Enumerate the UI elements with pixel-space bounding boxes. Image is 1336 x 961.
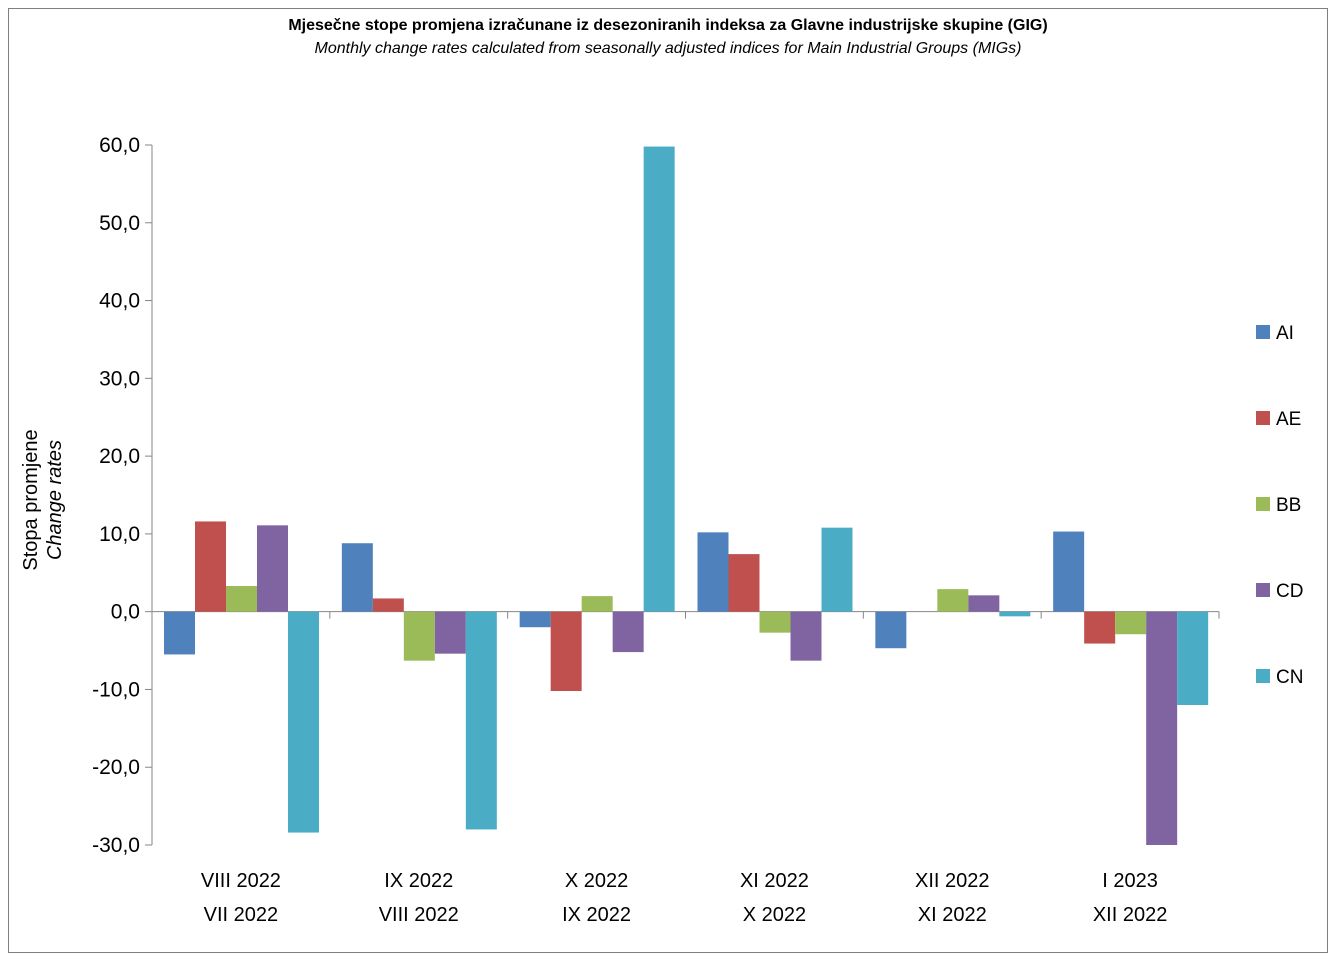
x-category-label: X 2022 xyxy=(565,870,628,892)
bar-ai xyxy=(697,532,729,612)
legend-label-bb: BB xyxy=(1276,495,1301,516)
bar-cn xyxy=(643,146,675,612)
bar-cd xyxy=(790,611,822,661)
y-tick-label: 0,0 xyxy=(111,601,140,624)
x-category-label: I 2023 xyxy=(1102,870,1158,892)
bar-ai xyxy=(875,611,907,649)
x-category-label: VIII 2022 xyxy=(201,870,281,892)
bar-cd xyxy=(1146,611,1178,845)
legend-label-cn: CN xyxy=(1276,667,1303,688)
bar-bb xyxy=(759,611,791,633)
y-tick-label: 60,0 xyxy=(99,134,140,157)
legend-swatch-bb xyxy=(1256,497,1270,511)
legend-swatch-cn xyxy=(1256,669,1270,683)
bar-bb xyxy=(937,589,969,612)
chart-title: Mjesečne stope promjena izračunane iz de… xyxy=(288,17,1048,34)
bar-cn xyxy=(999,611,1031,617)
bar-bb xyxy=(403,611,435,661)
x-category-label: XI 2022 xyxy=(740,870,809,892)
legend-label-ai: AI xyxy=(1276,323,1294,344)
legend-swatch-cd xyxy=(1256,583,1270,597)
y-tick-label: 10,0 xyxy=(99,523,140,546)
x-category-label: XII 2022 xyxy=(1093,904,1168,926)
bar-ae xyxy=(195,521,226,612)
x-category-label: IX 2022 xyxy=(384,870,453,892)
y-tick-label: 40,0 xyxy=(99,290,140,313)
chart-subtitle: Monthly change rates calculated from sea… xyxy=(314,40,1022,57)
x-category-label: VII 2022 xyxy=(204,904,279,926)
bar-ae xyxy=(372,598,404,612)
bar-cd xyxy=(257,525,288,612)
bar-cn xyxy=(821,527,853,612)
x-category-label: X 2022 xyxy=(743,904,806,926)
x-category-label: IX 2022 xyxy=(562,904,631,926)
bar-cn xyxy=(465,611,497,830)
legend-swatch-ai xyxy=(1256,325,1270,339)
y-tick-label: 30,0 xyxy=(99,367,140,390)
bar-cn xyxy=(288,611,319,833)
bar-ae xyxy=(728,554,760,612)
x-category-label: XII 2022 xyxy=(915,870,990,892)
legend-swatch-ae xyxy=(1256,411,1270,425)
bar-bb xyxy=(581,596,613,612)
bar-ai xyxy=(1053,531,1085,612)
bar-ai xyxy=(341,543,373,612)
y-tick-label: 20,0 xyxy=(99,445,140,468)
bar-cn xyxy=(1177,611,1209,705)
bar-cd xyxy=(434,611,466,654)
y-axis-label-primary: Stopa promjene xyxy=(20,429,42,570)
bar-ai xyxy=(519,611,551,628)
y-tick-label: -30,0 xyxy=(92,834,140,857)
bar-bb xyxy=(1115,611,1147,635)
bar-ae xyxy=(1084,611,1116,644)
bar-cd xyxy=(612,611,644,653)
y-axis-label-secondary: Change rates xyxy=(44,440,66,560)
x-category-label: XI 2022 xyxy=(918,904,987,926)
y-axis-label: Stopa promjene Change rates xyxy=(20,429,66,570)
bar-ai xyxy=(164,611,195,655)
y-tick-label: -20,0 xyxy=(92,756,140,779)
y-tick-label: 50,0 xyxy=(99,212,140,235)
bar-bb xyxy=(226,586,257,612)
bar-ae xyxy=(550,611,582,691)
bar-cd xyxy=(968,595,1000,612)
x-category-label: VIII 2022 xyxy=(379,904,459,926)
legend-label-cd: CD xyxy=(1276,581,1303,602)
y-tick-label: -10,0 xyxy=(92,678,140,701)
legend-label-ae: AE xyxy=(1276,409,1301,430)
